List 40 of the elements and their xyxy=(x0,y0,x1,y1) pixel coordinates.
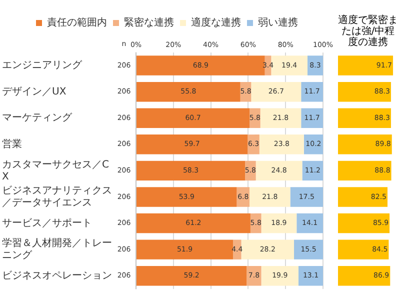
y-tick-label: カスタマーサクセス／CX xyxy=(2,159,109,182)
y-tick-label: 営業 xyxy=(2,138,22,150)
bar xyxy=(251,82,302,102)
bar xyxy=(298,266,323,286)
bar xyxy=(136,134,248,154)
bar xyxy=(136,160,246,181)
bar xyxy=(241,240,294,260)
bar xyxy=(246,266,262,286)
y-tick-label: マーケティング xyxy=(2,112,73,124)
bar xyxy=(261,266,298,286)
legend-label: 責任の範囲内 xyxy=(47,16,107,29)
bar xyxy=(250,187,290,207)
bar xyxy=(260,108,302,128)
y-tick-label: サービス／サポート xyxy=(2,218,92,229)
bar xyxy=(301,108,323,128)
y-tick-label: ビジネスオペレーション xyxy=(2,270,112,282)
bar xyxy=(136,240,234,260)
legend-label: 緊密な連携 xyxy=(124,16,174,29)
bar xyxy=(136,187,237,207)
bar xyxy=(233,240,242,260)
y-tick-label: デザイン／UX xyxy=(2,86,66,98)
bar xyxy=(294,240,323,260)
legend-label: 適度な連携 xyxy=(191,16,241,29)
chart-title: 適度で緊密または強/中程度の連携 xyxy=(338,14,398,48)
bar xyxy=(248,134,260,154)
bar xyxy=(259,134,304,154)
bar xyxy=(301,82,323,102)
bar xyxy=(136,56,265,76)
bar xyxy=(136,266,247,286)
y-tick-label: 学習＆人材開発／トレーニング xyxy=(2,237,112,262)
bar xyxy=(136,82,240,102)
y-tick-label: ビジネスアナリティクス／データサイエンス xyxy=(2,186,112,209)
legend-label: 弱い連携 xyxy=(258,16,298,29)
bar xyxy=(261,213,297,234)
bar xyxy=(256,160,302,181)
bar xyxy=(136,213,250,234)
bar xyxy=(290,187,323,207)
bar xyxy=(136,108,250,128)
bar xyxy=(296,213,323,234)
y-tick-label: エンジニアリング xyxy=(2,60,83,72)
